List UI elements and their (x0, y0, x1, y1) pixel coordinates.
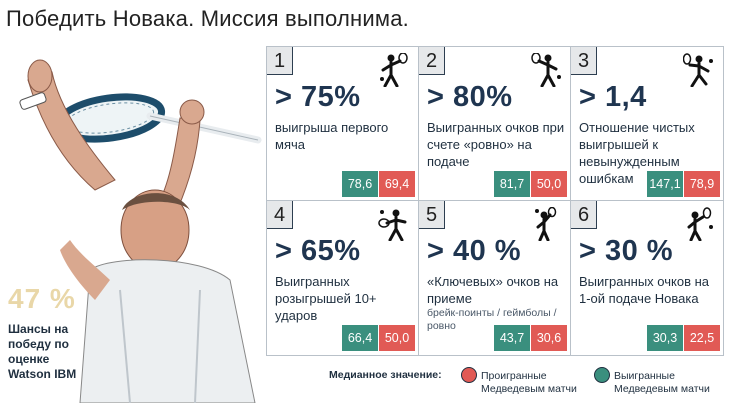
stats-grid: 1 > 75% выигрыша первого мяча 78,6 69,4 … (266, 46, 724, 356)
tennis-player-icon (535, 207, 557, 241)
card-description: выигрыша первого мяча (275, 120, 389, 152)
page-title: Победить Новака. Миссия выполнима. (6, 6, 409, 31)
card-number: 5 (419, 201, 445, 229)
tennis-player-icon (531, 53, 561, 87)
card-stat-value: > 65% (275, 235, 361, 267)
legend-won-swatch (594, 367, 610, 383)
player-illustration (19, 59, 262, 403)
card-number: 2 (419, 47, 445, 75)
win-chance-caption: Шансы на победу по оценке Watson IBM (8, 322, 77, 381)
card-note: брейк-поинты / геймболы / ровно (427, 307, 557, 332)
card-stat-value: > 80% (427, 81, 513, 113)
card-number: 1 (267, 47, 293, 75)
stat-card-4: 4 > 65% Выигранных розыгрышей 10+ ударов… (267, 201, 419, 355)
lost-matches-value: 69,4 (379, 171, 415, 197)
card-stat-value: > 40 % (427, 235, 522, 267)
won-matches-value: 81,7 (494, 171, 530, 197)
legend-lost-swatch (461, 367, 477, 383)
lost-matches-value: 78,9 (684, 171, 720, 197)
legend-won-text: Выигранные Медведевым матчи (614, 370, 710, 395)
won-matches-value: 30,3 (647, 325, 683, 351)
lost-matches-value: 50,0 (379, 325, 415, 351)
tennis-player-icon (378, 209, 407, 241)
stat-card-6: 6 > 30 % Выигранных очков на 1-ой подаче… (571, 201, 723, 355)
card-description: Отношение чистых выигрышей к невынужденн… (579, 120, 695, 186)
win-chance-value: 47 % (8, 283, 76, 314)
stat-card-5: 5 > 40 % «Ключевых» очков на приеме брей… (419, 201, 571, 355)
card-number: 3 (571, 47, 597, 75)
lost-matches-value: 50,0 (531, 171, 567, 197)
legend-lost-text: Проигранные Медведевым матчи (481, 370, 577, 395)
card-number: 6 (571, 201, 597, 229)
legend-label: Медианное значение: (329, 369, 442, 381)
card-description: Выигранных очков при счете «ровно» на по… (427, 120, 565, 169)
card-description: «Ключевых» очков на приеме (427, 274, 559, 306)
won-matches-value: 43,7 (494, 325, 530, 351)
card-stat-value: > 75% (275, 81, 361, 113)
lost-matches-value: 30,6 (531, 325, 567, 351)
card-number: 4 (267, 201, 293, 229)
card-description: Выигранных очков на 1-ой подаче Новака (579, 274, 709, 306)
won-matches-value: 78,6 (342, 171, 378, 197)
stat-card-2: 2 > 80% Выигранных очков при счете «ровн… (419, 47, 571, 201)
lost-matches-value: 22,5 (684, 325, 720, 351)
won-matches-value: 66,4 (342, 325, 378, 351)
card-stat-value: > 1,4 (579, 81, 647, 113)
card-stat-value: > 30 % (579, 235, 674, 267)
won-matches-value: 147,1 (647, 171, 683, 197)
stat-card-3: 3 > 1,4 Отношение чистых выигрышей к нев… (571, 47, 723, 201)
tennis-player-icon (683, 53, 713, 87)
card-description: Выигранных розыгрышей 10+ ударов (275, 274, 377, 323)
tennis-player-icon (687, 207, 713, 241)
stat-card-1: 1 > 75% выигрыша первого мяча 78,6 69,4 (267, 47, 419, 201)
tennis-player-icon (380, 53, 408, 87)
